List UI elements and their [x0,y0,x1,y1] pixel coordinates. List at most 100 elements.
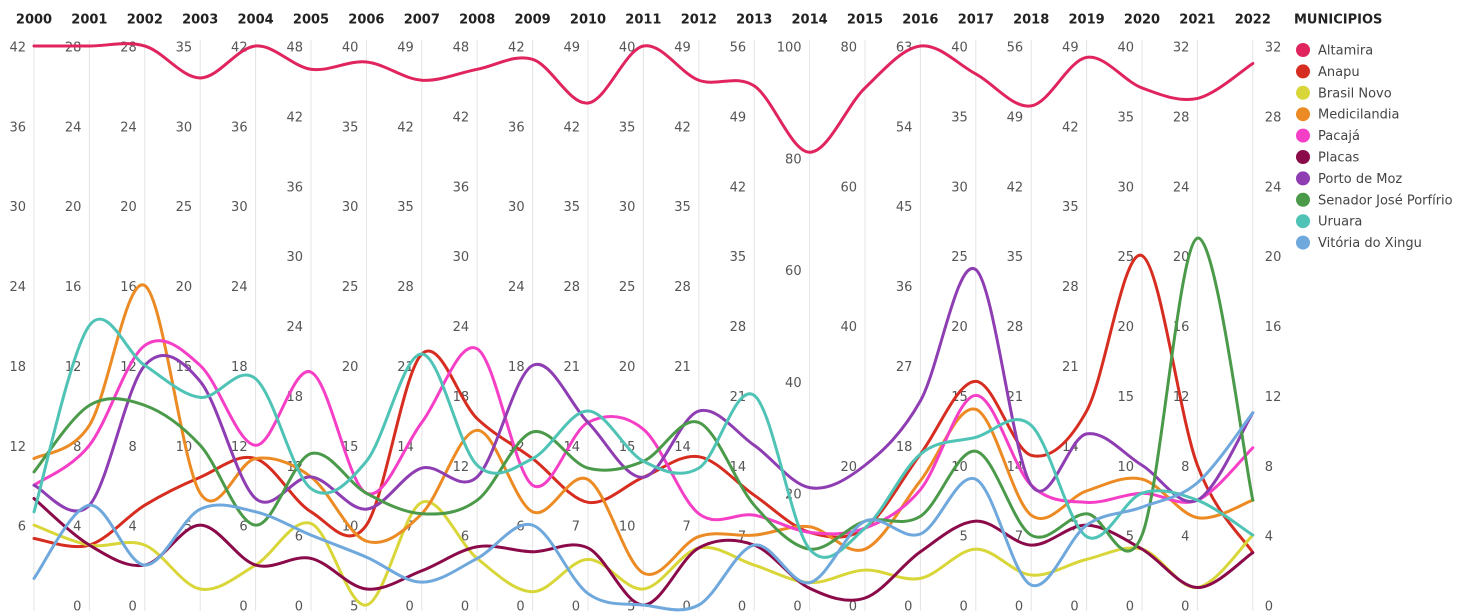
legend-swatch [1296,64,1310,79]
y-tick-label: 5 [960,530,968,545]
y-tick-label: 28 [730,320,747,335]
y-tick-label: 48 [286,41,303,56]
y-tick-label: 30 [619,200,636,215]
y-tick-label: 20 [1117,320,1134,335]
y-tick-label: 8 [73,440,81,455]
y-tick-label: 28 [563,280,580,295]
y-tick-label: 30 [453,250,470,265]
y-tick-label: 0 [1181,600,1189,613]
y-tick-label: 28 [65,41,82,56]
y-tick-label: 49 [563,41,580,56]
y-tick-label: 0 [461,600,469,613]
y-tick-label: 56 [730,41,747,56]
y-tick-label: 18 [896,440,913,455]
y-tick-label: 0 [904,600,912,613]
y-tick-label: 54 [896,120,913,135]
y-tick-label: 20 [1173,250,1190,265]
y-tick-label: 12 [1265,390,1282,405]
y-tick-label: 100 [777,41,802,56]
y-tick-label: 24 [9,280,26,295]
y-tick-label: 0 [1265,600,1273,613]
y-tick-label: 35 [674,200,691,215]
y-tick-label: 12 [231,440,248,455]
legend-label: Vitória do Xingu [1318,236,1422,251]
y-tick-label: 0 [683,600,691,613]
y-tick-label: 10 [951,460,968,475]
y-tick-label: 5 [627,600,635,613]
y-tick-label: 8 [1265,460,1273,475]
legend-title: MUNICIPIOS [1294,13,1382,28]
axis-label: 2012 [681,13,717,28]
y-tick-label: 36 [453,180,470,195]
y-tick-label: 40 [619,41,636,56]
series-line [32,283,1255,576]
y-tick-label: 27 [896,360,913,375]
series-line [32,500,1255,607]
axis-label: 2011 [625,13,661,28]
y-tick-label: 16 [65,280,82,295]
axis-label: 2015 [847,13,883,28]
legend-label: Uruara [1318,215,1362,230]
y-tick-label: 4 [1265,530,1273,545]
y-tick-label: 30 [176,120,193,135]
legend-swatch [1296,85,1310,100]
y-tick-label: 24 [286,320,303,335]
y-tick-label: 4 [129,520,137,535]
y-tick-label: 7 [683,520,691,535]
y-tick-label: 6 [239,520,247,535]
y-tick-label: 42 [508,41,525,56]
axis-label: 2017 [958,13,994,28]
y-tick-label: 40 [840,320,857,335]
y-tick-label: 35 [1007,250,1024,265]
y-tick-label: 28 [1173,110,1190,125]
y-tick-label: 48 [453,41,470,56]
series-line [32,236,1255,553]
legend-swatch [1296,43,1310,57]
series-line [32,411,1255,612]
series-line [32,317,1255,559]
y-tick-label: 30 [951,180,968,195]
legend-label: Medicilandia [1318,108,1400,123]
y-tick-label: 60 [785,264,802,279]
y-tick-label: 20 [176,280,193,295]
y-tick-label: 36 [9,120,26,135]
y-tick-label: 0 [406,600,414,613]
y-tick-label: 30 [508,200,525,215]
y-tick-label: 5 [184,520,192,535]
y-tick-label: 16 [1265,320,1282,335]
y-tick-label: 30 [286,250,303,265]
y-tick-label: 4 [73,520,81,535]
y-tick-label: 35 [1117,110,1134,125]
y-tick-label: 32 [1173,41,1190,56]
y-tick-label: 25 [951,250,968,265]
y-tick-label: 20 [951,320,968,335]
y-tick-label: 80 [785,152,802,167]
y-tick-label: 12 [9,440,26,455]
y-tick-label: 42 [286,110,303,125]
y-tick-label: 7 [406,520,414,535]
y-tick-label: 4 [1181,530,1189,545]
axis-label: 2021 [1179,13,1215,28]
y-tick-label: 0 [1070,600,1078,613]
y-tick-label: 56 [1007,41,1024,56]
axis-label: 2001 [71,13,107,28]
y-tick-label: 15 [176,360,193,375]
axis-label: 2018 [1013,13,1049,28]
y-tick-label: 18 [508,360,525,375]
legend-label: Brasil Novo [1318,86,1392,101]
y-tick-label: 30 [1117,180,1134,195]
y-tick-label: 0 [239,600,247,613]
y-tick-label: 15 [1117,390,1134,405]
y-tick-label: 28 [1062,280,1079,295]
y-tick-label: 20 [1265,250,1282,265]
y-tick-label: 60 [840,180,857,195]
y-tick-label: 7 [738,530,746,545]
y-tick-label: 8 [129,440,137,455]
y-tick-label: 42 [563,120,580,135]
y-tick-label: 28 [1007,320,1024,335]
y-tick-label: 21 [730,390,747,405]
y-tick-label: 32 [1265,41,1282,56]
y-tick-label: 36 [286,180,303,195]
legend-label: Porto de Moz [1318,172,1402,187]
